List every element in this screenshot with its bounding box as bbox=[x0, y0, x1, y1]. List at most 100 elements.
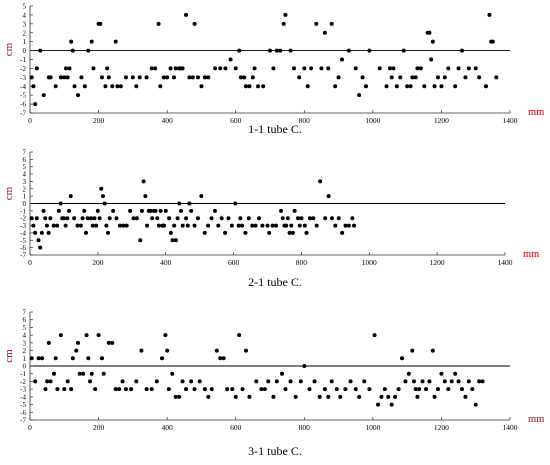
data-point bbox=[180, 379, 185, 384]
y-tick-label: -1 bbox=[20, 207, 26, 215]
data-point bbox=[412, 379, 416, 384]
data-point bbox=[289, 223, 294, 228]
data-point bbox=[238, 75, 243, 80]
data-point bbox=[124, 75, 128, 80]
data-point bbox=[219, 216, 224, 221]
data-point bbox=[41, 93, 46, 98]
data-point bbox=[144, 387, 149, 392]
data-point bbox=[55, 387, 60, 392]
data-point bbox=[314, 223, 319, 228]
data-point bbox=[427, 30, 432, 35]
data-point bbox=[403, 379, 408, 384]
data-point bbox=[466, 379, 471, 384]
data-point bbox=[46, 340, 51, 345]
y-axis-unit-label: cm bbox=[3, 42, 15, 56]
data-point bbox=[415, 66, 420, 71]
data-point bbox=[185, 223, 190, 228]
data-point bbox=[155, 216, 160, 221]
x-axis-unit-label: mm bbox=[523, 249, 539, 260]
data-point bbox=[362, 379, 367, 384]
data-point bbox=[45, 379, 50, 384]
data-point bbox=[278, 48, 283, 53]
data-point bbox=[223, 230, 228, 235]
data-point bbox=[236, 223, 241, 228]
data-point bbox=[103, 84, 108, 89]
data-point bbox=[292, 208, 297, 213]
data-point bbox=[209, 387, 214, 392]
data-point bbox=[65, 379, 70, 384]
y-tick-label: 0 bbox=[23, 363, 27, 371]
data-point bbox=[78, 223, 83, 228]
data-point bbox=[69, 39, 74, 44]
data-point bbox=[172, 75, 176, 80]
data-point bbox=[197, 379, 202, 384]
data-point bbox=[192, 223, 197, 228]
y-tick-label: 0 bbox=[23, 200, 27, 208]
data-point bbox=[430, 39, 435, 44]
data-point bbox=[168, 230, 173, 235]
y-tick-label: -6 bbox=[20, 101, 26, 109]
data-point bbox=[206, 75, 211, 80]
data-point bbox=[110, 84, 115, 89]
data-point bbox=[398, 75, 403, 80]
data-point bbox=[34, 66, 39, 71]
data-point bbox=[86, 356, 91, 361]
data-point bbox=[430, 348, 435, 353]
data-point bbox=[187, 75, 192, 80]
data-point bbox=[242, 75, 247, 80]
data-point bbox=[401, 48, 406, 53]
x-axis-unit-label: mm bbox=[528, 107, 544, 118]
data-point bbox=[223, 66, 228, 71]
data-point bbox=[43, 216, 48, 221]
x-tick-label: 1000 bbox=[365, 116, 380, 125]
data-point bbox=[196, 75, 200, 80]
data-point bbox=[36, 356, 41, 361]
data-point bbox=[62, 387, 67, 392]
y-tick-label: -1 bbox=[20, 370, 26, 378]
data-point bbox=[89, 216, 94, 221]
data-point bbox=[153, 66, 158, 71]
data-point bbox=[297, 75, 302, 80]
x-tick-label: 800 bbox=[296, 258, 308, 267]
data-point bbox=[129, 387, 134, 392]
y-tick-label: -7 bbox=[20, 110, 26, 118]
data-point bbox=[329, 379, 334, 384]
data-point bbox=[250, 75, 255, 80]
data-point bbox=[357, 93, 362, 98]
data-point bbox=[326, 394, 331, 399]
y-tick-label: -7 bbox=[20, 252, 26, 260]
y-tick-label: -2 bbox=[20, 378, 26, 386]
panel-title: 2-1 tube C. bbox=[248, 275, 302, 289]
data-point bbox=[442, 75, 447, 80]
data-point bbox=[117, 387, 122, 392]
data-point bbox=[139, 208, 144, 213]
y-tick-label: 5 bbox=[23, 3, 27, 11]
data-point bbox=[36, 238, 41, 243]
data-point bbox=[33, 379, 38, 384]
data-point bbox=[250, 223, 255, 228]
data-point bbox=[156, 223, 161, 228]
data-point bbox=[460, 48, 464, 53]
data-point bbox=[81, 371, 86, 376]
data-point bbox=[415, 394, 420, 399]
y-tick-label: -6 bbox=[20, 409, 26, 417]
data-point bbox=[338, 394, 343, 399]
data-point bbox=[104, 223, 109, 228]
data-point bbox=[163, 208, 168, 213]
data-point bbox=[38, 245, 43, 250]
data-point bbox=[326, 66, 331, 71]
data-point bbox=[173, 238, 178, 243]
data-point bbox=[34, 216, 39, 221]
data-point bbox=[297, 223, 302, 228]
data-point bbox=[64, 66, 68, 71]
data-point bbox=[367, 48, 372, 53]
y-tick-label: 4 bbox=[23, 171, 27, 179]
data-point bbox=[31, 223, 36, 228]
data-point bbox=[247, 84, 252, 89]
y-tick-label: 2 bbox=[23, 347, 27, 355]
data-point bbox=[61, 216, 66, 221]
data-point bbox=[166, 387, 171, 392]
data-point bbox=[446, 387, 451, 392]
data-point bbox=[202, 230, 207, 235]
